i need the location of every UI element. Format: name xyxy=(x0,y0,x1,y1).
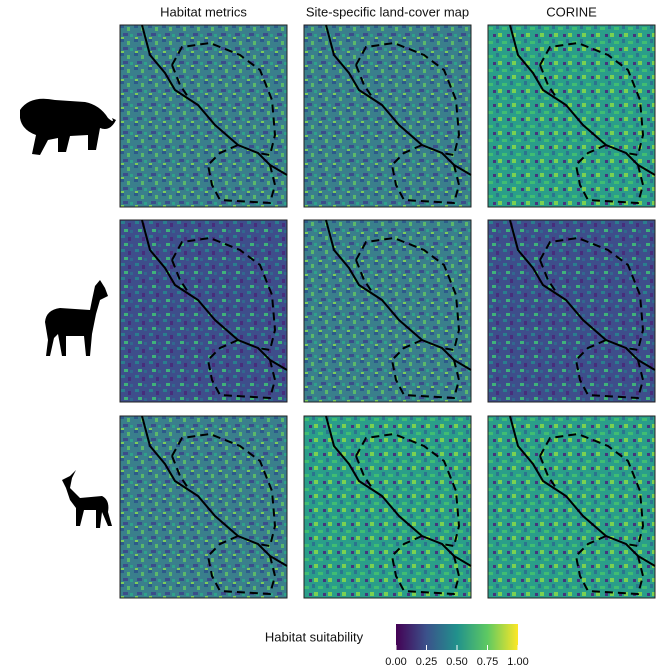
map-raster xyxy=(120,25,287,207)
colorbar-tick-label: 0.00 xyxy=(385,656,406,668)
map-panel xyxy=(488,25,655,207)
column-title: CORINE xyxy=(546,4,597,19)
map-raster xyxy=(120,220,287,402)
column-title: Site-specific land-cover map xyxy=(306,4,469,19)
map-raster xyxy=(304,416,471,598)
animal-lynx xyxy=(20,99,116,155)
map-raster xyxy=(120,416,287,598)
column-title: Habitat metrics xyxy=(160,4,247,19)
map-panel xyxy=(304,416,471,598)
map-raster xyxy=(304,25,471,207)
colorbar-tick-label: 0.75 xyxy=(477,656,498,668)
colorbar-tick-label: 0.25 xyxy=(416,656,437,668)
figure: 0.00 0.25 0.50 0.75 1.00 Habitat suitability… xyxy=(0,0,659,670)
map-panel xyxy=(120,220,287,402)
colorbar-tick-label: 1.00 xyxy=(507,656,528,668)
map-panel xyxy=(488,220,655,402)
map-raster xyxy=(488,25,655,207)
legend-title: Habitat suitability xyxy=(265,629,364,644)
map-raster xyxy=(488,220,655,402)
map-panel xyxy=(304,220,471,402)
map-panel xyxy=(304,25,471,207)
map-panel xyxy=(120,416,287,598)
map-panel xyxy=(488,416,655,598)
map-raster xyxy=(304,220,471,402)
colorbar-tick-label: 0.50 xyxy=(446,656,467,668)
animal-deer xyxy=(45,280,108,356)
map-panel xyxy=(120,25,287,207)
map-raster xyxy=(488,416,655,598)
animal-roe-deer xyxy=(62,470,112,528)
